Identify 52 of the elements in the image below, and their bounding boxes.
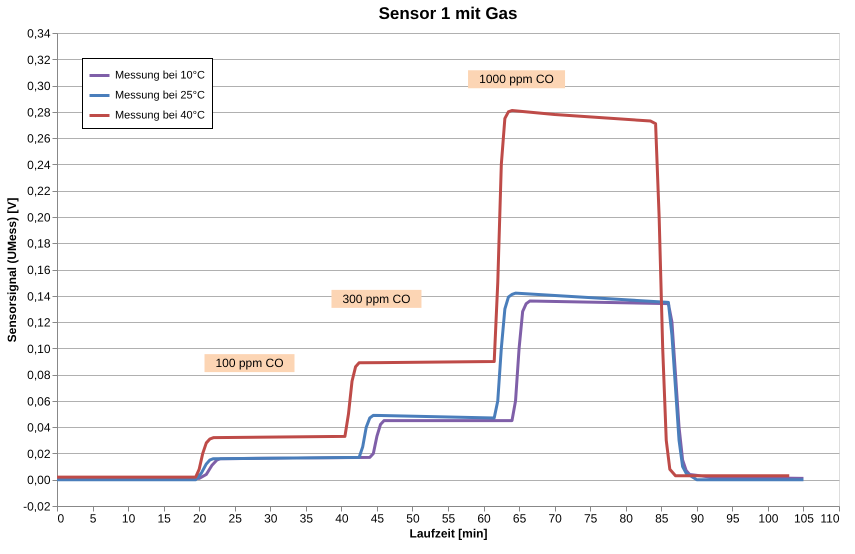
x-tick-label: 25 <box>228 512 242 526</box>
y-tick-label: 0,24 <box>27 158 51 172</box>
y-tick-label: 0,32 <box>27 52 51 67</box>
annotation: 100 ppm CO <box>215 356 284 370</box>
y-tick-label: 0,28 <box>27 105 51 120</box>
y-tick-label: 0,34 <box>27 26 51 40</box>
y-tick-label: 0,20 <box>27 210 51 224</box>
x-tick-label: 40 <box>335 512 349 526</box>
y-tick-label: 0,30 <box>27 79 51 94</box>
x-tick-label: 110 <box>820 512 840 526</box>
x-tick-label: 75 <box>584 512 598 526</box>
y-tick-label: 0,18 <box>27 236 51 251</box>
legend-label: Messung bei 25°C <box>115 90 206 102</box>
y-tick-label: 0,26 <box>27 132 51 146</box>
x-tick-label: 5 <box>90 512 97 526</box>
x-tick-label: 15 <box>157 512 172 526</box>
x-tick-label: 95 <box>726 512 740 526</box>
y-tick-label: 0,08 <box>27 368 51 382</box>
annotation: 300 ppm CO <box>342 292 410 306</box>
x-tick-label: 70 <box>548 512 562 526</box>
x-axis-title: Laufzeit [min] <box>410 526 488 540</box>
x-tick-label: 105 <box>794 512 814 526</box>
x-tick-label: 20 <box>193 512 207 526</box>
line-series <box>56 109 791 479</box>
x-tick-label: 10 <box>122 512 136 526</box>
chart-title: Sensor 1 mit Gas <box>378 4 518 23</box>
x-tick-label: 30 <box>264 512 278 526</box>
y-tick-label: 0,22 <box>27 184 51 198</box>
x-tick-label: 45 <box>370 512 384 526</box>
x-tick-label: 90 <box>690 512 704 526</box>
x-tick-label: 60 <box>477 512 492 526</box>
x-tick-label: 80 <box>620 512 634 526</box>
y-tick-label: 0,12 <box>27 316 51 330</box>
y-axis-title: Sensorsignal (UMess) [V] <box>5 198 20 342</box>
y-tick-label: 0,10 <box>27 342 51 356</box>
x-tick-label: 85 <box>655 512 669 526</box>
x-tick-label: 65 <box>512 512 527 526</box>
y-tick-label: 0,14 <box>27 289 51 304</box>
x-tick-label: 35 <box>300 512 314 526</box>
y-tick-label: 0,02 <box>27 446 51 461</box>
x-tick-label: 0 <box>58 512 64 526</box>
y-tick-label: 0,06 <box>27 394 51 408</box>
x-tick-label: 55 <box>442 512 456 526</box>
legend-label: Messung bei 40°C <box>115 110 206 122</box>
y-tick-label: 0,04 <box>27 420 51 435</box>
x-tick-label: 50 <box>406 512 420 526</box>
legend-label: Messung bei 10°C <box>115 70 206 82</box>
annotation: 1000 ppm CO <box>479 72 554 86</box>
y-tick-label: 0,16 <box>27 263 51 277</box>
y-tick-label: -0,02 <box>23 500 51 514</box>
y-tick-label: 0,00 <box>27 473 51 488</box>
x-tick-label: 100 <box>758 512 779 526</box>
